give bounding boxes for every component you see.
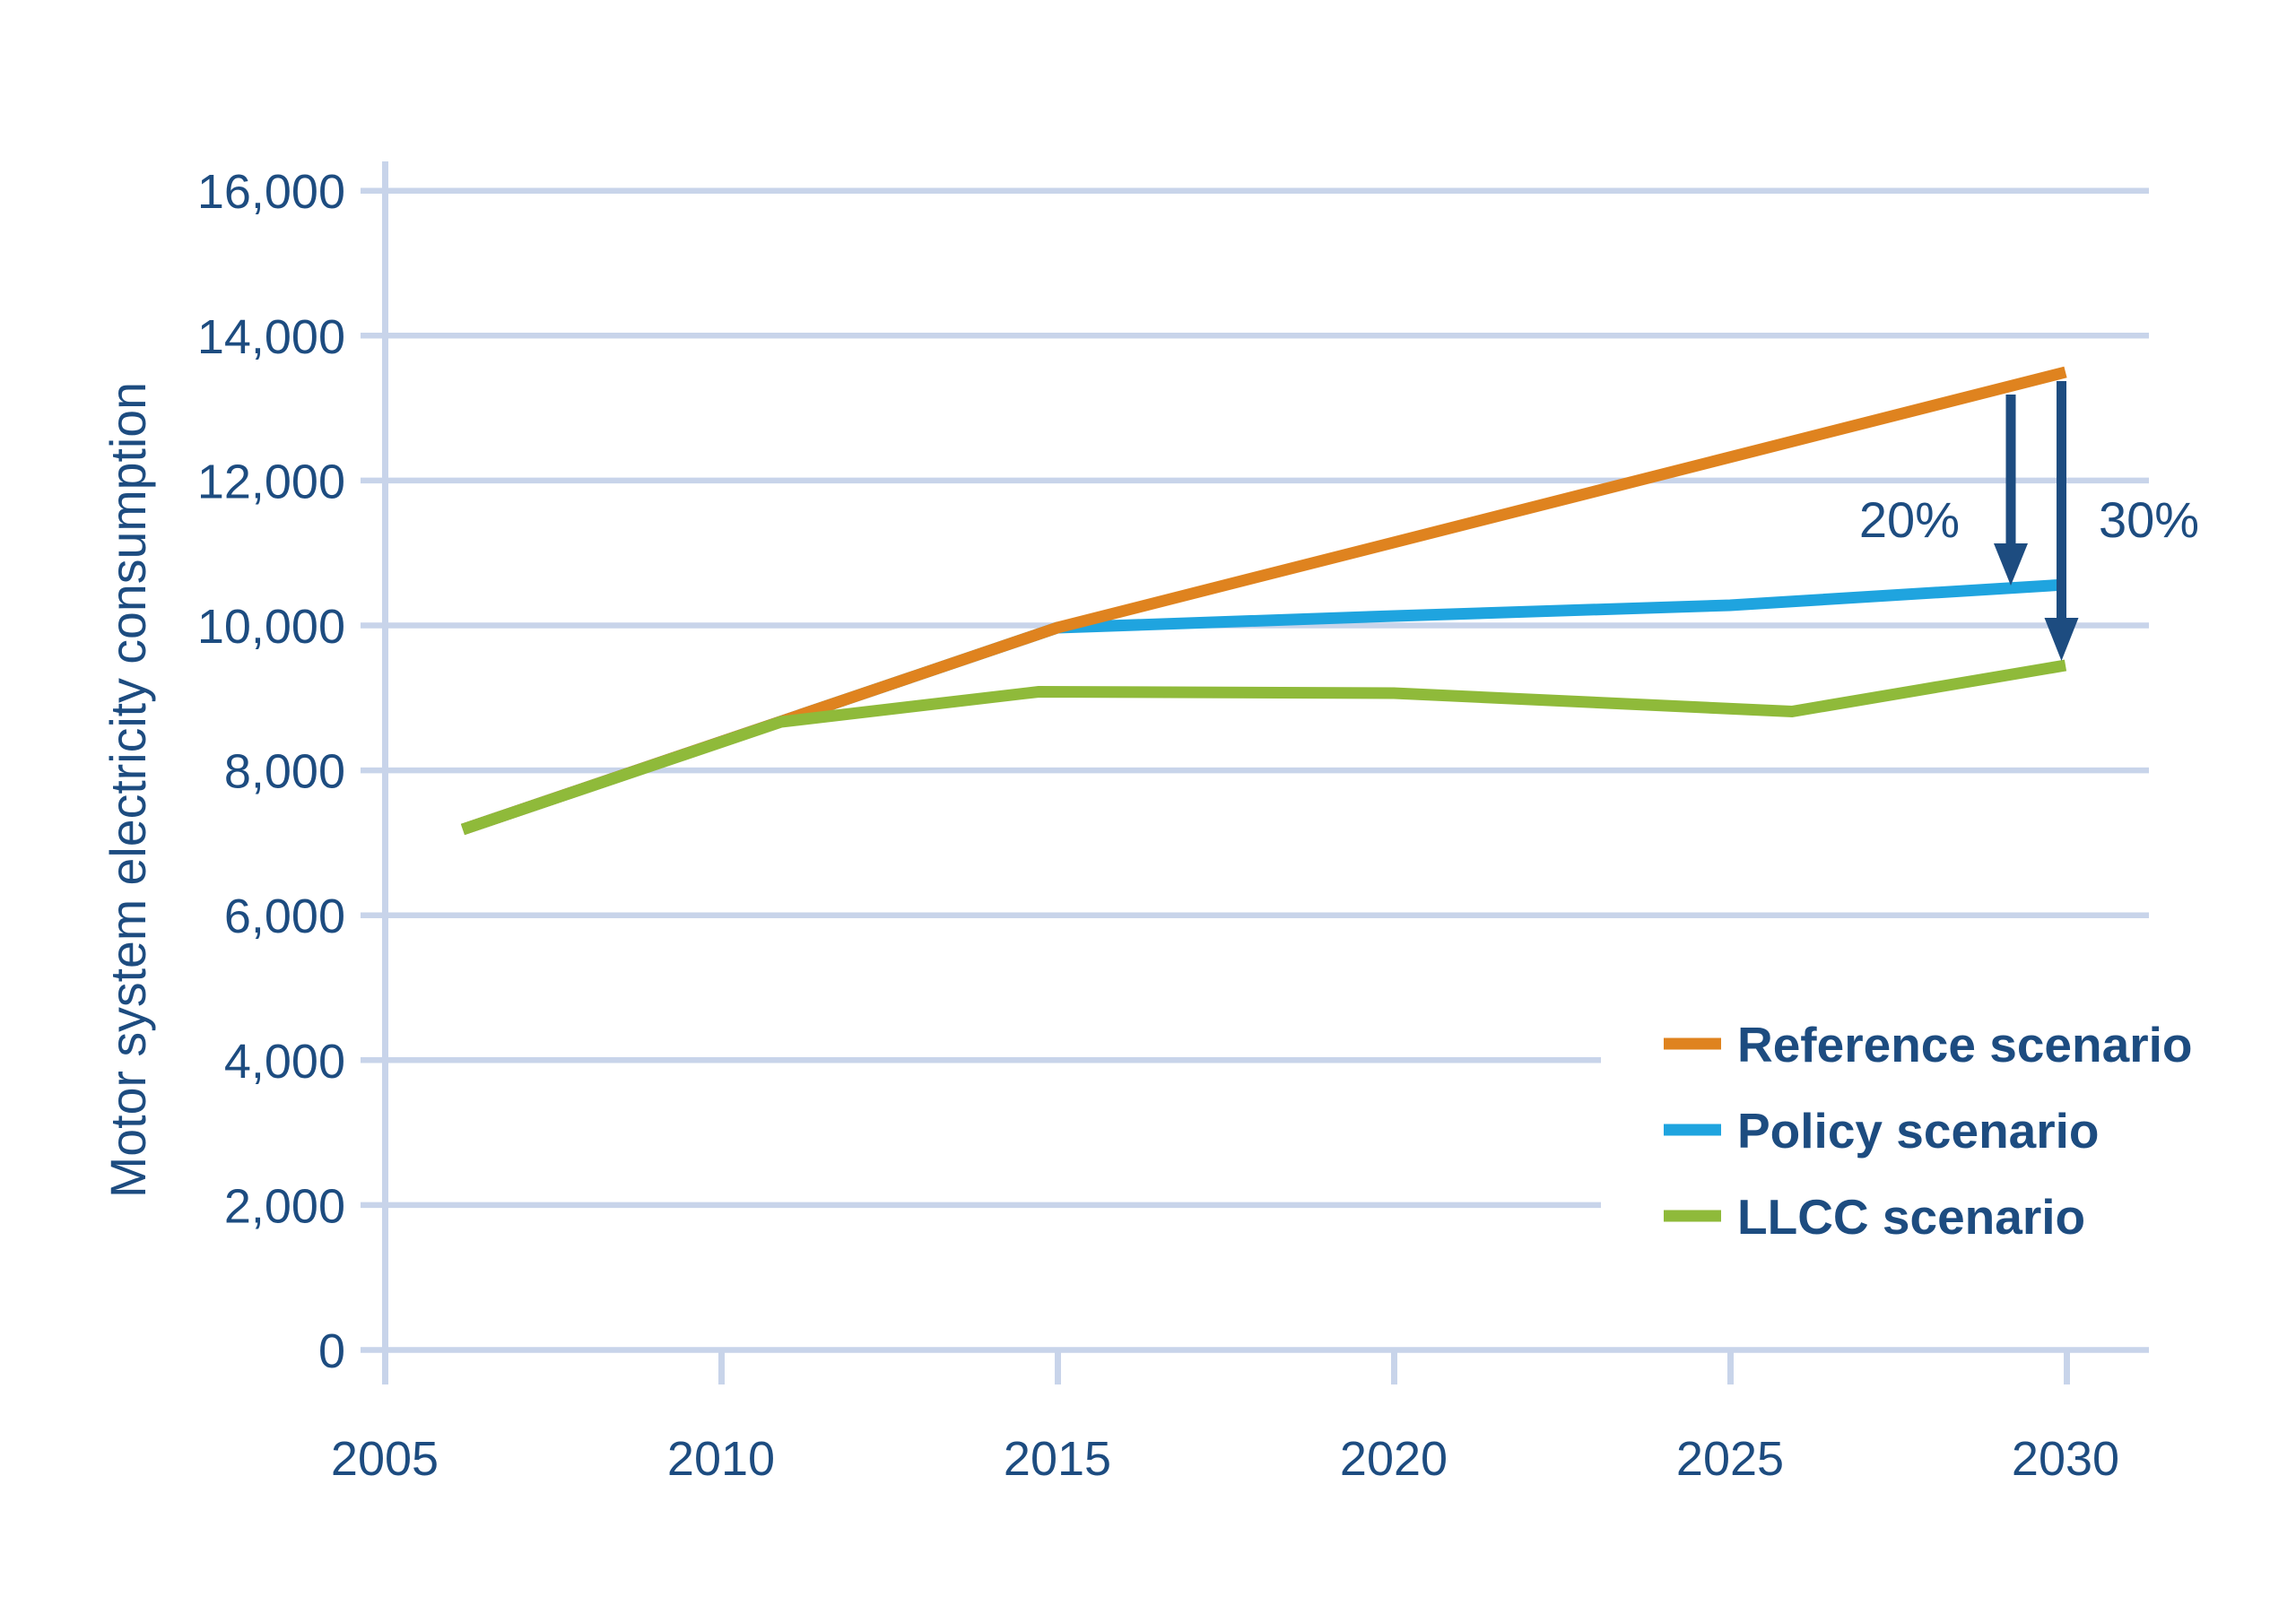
svg-text:16,000: 16,000: [197, 165, 345, 219]
svg-text:2020: 2020: [1340, 1432, 1448, 1486]
svg-text:2010: 2010: [667, 1432, 775, 1486]
svg-text:10,000: 10,000: [197, 600, 345, 654]
svg-text:6,000: 6,000: [224, 890, 345, 943]
svg-text:30%: 30%: [2099, 491, 2199, 548]
svg-text:Reference scenario: Reference scenario: [1737, 1017, 2193, 1072]
svg-text:0: 0: [318, 1324, 345, 1378]
svg-text:4,000: 4,000: [224, 1035, 345, 1089]
svg-text:2,000: 2,000: [224, 1179, 345, 1233]
svg-text:14,000: 14,000: [197, 310, 345, 364]
svg-text:20%: 20%: [1859, 491, 1960, 548]
svg-text:2015: 2015: [1004, 1432, 1111, 1486]
svg-text:2030: 2030: [2012, 1432, 2119, 1486]
svg-text:2025: 2025: [1676, 1432, 1784, 1486]
svg-text:LLCC scenario: LLCC scenario: [1737, 1189, 2085, 1245]
svg-text:2005: 2005: [331, 1432, 439, 1486]
svg-text:Policy scenario: Policy scenario: [1737, 1103, 2100, 1159]
svg-text:8,000: 8,000: [224, 745, 345, 799]
svg-text:12,000: 12,000: [197, 455, 345, 508]
svg-text:Motor system electricity consu: Motor system electricity consumption: [100, 382, 156, 1198]
